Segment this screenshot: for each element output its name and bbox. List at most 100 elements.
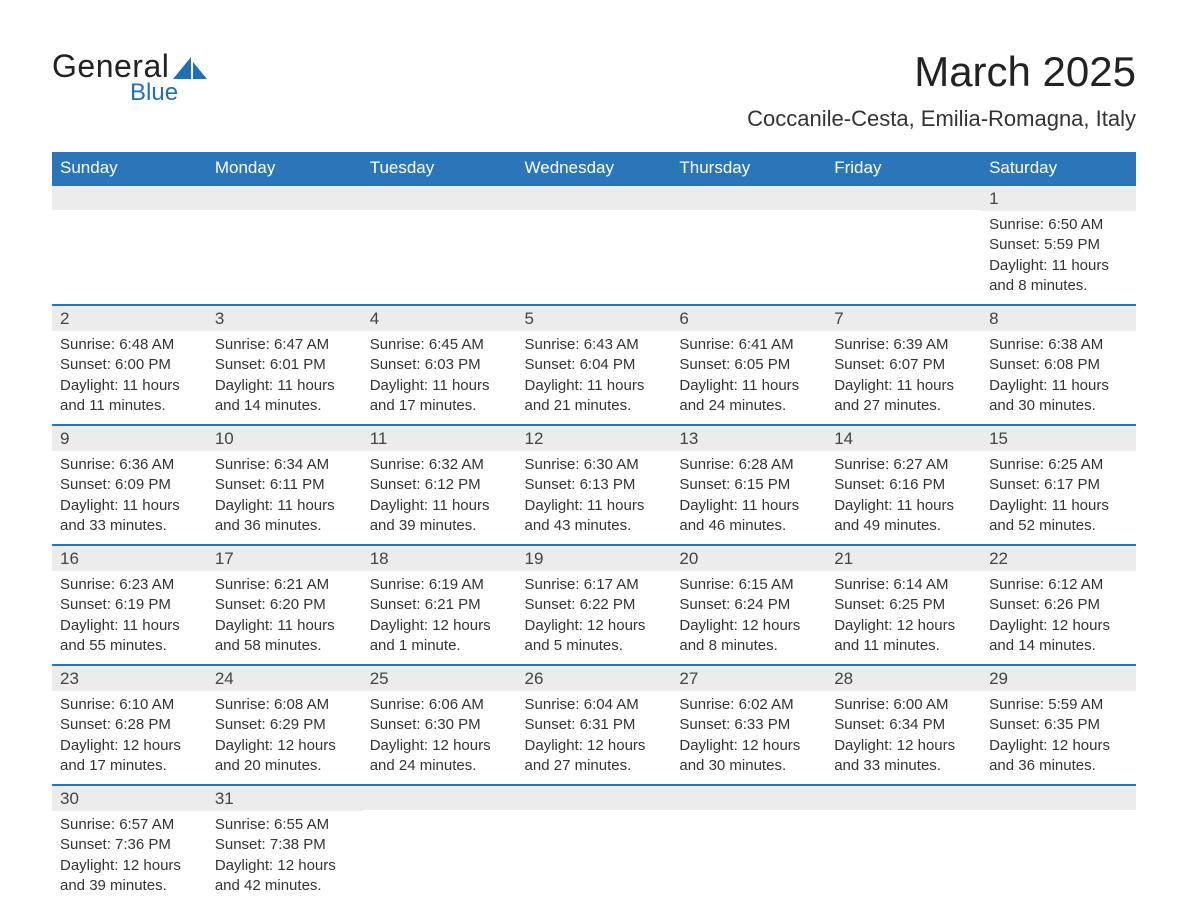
day-sunset: Sunset: 6:00 PM bbox=[60, 355, 199, 375]
day-details bbox=[671, 210, 826, 230]
day-details: Sunrise: 6:06 AMSunset: 6:30 PMDaylight:… bbox=[362, 691, 517, 784]
day-details: Sunrise: 6:30 AMSunset: 6:13 PMDaylight:… bbox=[517, 451, 672, 544]
calendar-day-cell: 20Sunrise: 6:15 AMSunset: 6:24 PMDayligh… bbox=[671, 545, 826, 665]
day-sunset: Sunset: 6:16 PM bbox=[834, 475, 973, 495]
calendar-day-cell: 28Sunrise: 6:00 AMSunset: 6:34 PMDayligh… bbox=[826, 665, 981, 785]
calendar-day-cell: 4Sunrise: 6:45 AMSunset: 6:03 PMDaylight… bbox=[362, 305, 517, 425]
calendar-day-cell bbox=[826, 185, 981, 305]
calendar-week-row: 16Sunrise: 6:23 AMSunset: 6:19 PMDayligh… bbox=[52, 545, 1136, 665]
day-details: Sunrise: 6:02 AMSunset: 6:33 PMDaylight:… bbox=[671, 691, 826, 784]
calendar-day-cell: 14Sunrise: 6:27 AMSunset: 6:16 PMDayligh… bbox=[826, 425, 981, 545]
calendar-day-cell: 15Sunrise: 6:25 AMSunset: 6:17 PMDayligh… bbox=[981, 425, 1136, 545]
day-details: Sunrise: 5:59 AMSunset: 6:35 PMDaylight:… bbox=[981, 691, 1136, 784]
day-number bbox=[517, 786, 672, 810]
day-sunset: Sunset: 6:21 PM bbox=[370, 595, 509, 615]
calendar-day-cell bbox=[826, 785, 981, 904]
calendar-day-cell: 17Sunrise: 6:21 AMSunset: 6:20 PMDayligh… bbox=[207, 545, 362, 665]
day-daylight: Daylight: 12 hours and 27 minutes. bbox=[525, 736, 664, 777]
day-details: Sunrise: 6:21 AMSunset: 6:20 PMDaylight:… bbox=[207, 571, 362, 664]
day-number: 11 bbox=[362, 426, 517, 451]
day-daylight: Daylight: 11 hours and 30 minutes. bbox=[989, 376, 1128, 417]
day-sunrise: Sunrise: 6:57 AM bbox=[60, 815, 199, 835]
header-bar: General Blue March 2025 Coccanile-Cesta,… bbox=[52, 48, 1136, 132]
day-sunset: Sunset: 6:13 PM bbox=[525, 475, 664, 495]
day-details: Sunrise: 6:38 AMSunset: 6:08 PMDaylight:… bbox=[981, 331, 1136, 424]
calendar-day-cell bbox=[981, 785, 1136, 904]
day-daylight: Daylight: 12 hours and 8 minutes. bbox=[679, 616, 818, 657]
day-sunrise: Sunrise: 6:19 AM bbox=[370, 575, 509, 595]
day-number: 5 bbox=[517, 306, 672, 331]
weekday-header: Thursday bbox=[671, 152, 826, 185]
day-daylight: Daylight: 11 hours and 33 minutes. bbox=[60, 496, 199, 537]
day-daylight: Daylight: 12 hours and 42 minutes. bbox=[215, 856, 354, 897]
day-details: Sunrise: 6:19 AMSunset: 6:21 PMDaylight:… bbox=[362, 571, 517, 664]
calendar-day-cell bbox=[362, 785, 517, 904]
day-details: Sunrise: 6:47 AMSunset: 6:01 PMDaylight:… bbox=[207, 331, 362, 424]
day-number: 24 bbox=[207, 666, 362, 691]
month-title: March 2025 bbox=[747, 48, 1136, 96]
day-number: 6 bbox=[671, 306, 826, 331]
day-details bbox=[517, 810, 672, 830]
day-sunrise: Sunrise: 6:14 AM bbox=[834, 575, 973, 595]
day-number: 2 bbox=[52, 306, 207, 331]
calendar-day-cell: 24Sunrise: 6:08 AMSunset: 6:29 PMDayligh… bbox=[207, 665, 362, 785]
day-number: 18 bbox=[362, 546, 517, 571]
day-sunset: Sunset: 6:20 PM bbox=[215, 595, 354, 615]
calendar-day-cell: 19Sunrise: 6:17 AMSunset: 6:22 PMDayligh… bbox=[517, 545, 672, 665]
calendar-day-cell bbox=[362, 185, 517, 305]
day-details: Sunrise: 6:45 AMSunset: 6:03 PMDaylight:… bbox=[362, 331, 517, 424]
day-daylight: Daylight: 12 hours and 33 minutes. bbox=[834, 736, 973, 777]
day-number: 14 bbox=[826, 426, 981, 451]
day-number: 3 bbox=[207, 306, 362, 331]
calendar-day-cell bbox=[52, 185, 207, 305]
weekday-header: Sunday bbox=[52, 152, 207, 185]
day-details: Sunrise: 6:08 AMSunset: 6:29 PMDaylight:… bbox=[207, 691, 362, 784]
calendar-day-cell: 1Sunrise: 6:50 AMSunset: 5:59 PMDaylight… bbox=[981, 185, 1136, 305]
day-details bbox=[981, 810, 1136, 830]
day-number: 28 bbox=[826, 666, 981, 691]
day-sunset: Sunset: 6:09 PM bbox=[60, 475, 199, 495]
day-sunset: Sunset: 7:38 PM bbox=[215, 835, 354, 855]
day-sunrise: Sunrise: 6:00 AM bbox=[834, 695, 973, 715]
day-details: Sunrise: 6:00 AMSunset: 6:34 PMDaylight:… bbox=[826, 691, 981, 784]
day-sunset: Sunset: 6:04 PM bbox=[525, 355, 664, 375]
day-details bbox=[52, 210, 207, 230]
day-sunset: Sunset: 6:08 PM bbox=[989, 355, 1128, 375]
day-sunset: Sunset: 6:24 PM bbox=[679, 595, 818, 615]
calendar-day-cell: 11Sunrise: 6:32 AMSunset: 6:12 PMDayligh… bbox=[362, 425, 517, 545]
day-sunset: Sunset: 6:25 PM bbox=[834, 595, 973, 615]
weekday-header: Friday bbox=[826, 152, 981, 185]
calendar-day-cell: 30Sunrise: 6:57 AMSunset: 7:36 PMDayligh… bbox=[52, 785, 207, 904]
weekday-header-row: Sunday Monday Tuesday Wednesday Thursday… bbox=[52, 152, 1136, 185]
weekday-header: Tuesday bbox=[362, 152, 517, 185]
calendar-day-cell bbox=[207, 185, 362, 305]
logo-triangle-icon bbox=[173, 57, 207, 84]
day-details: Sunrise: 6:17 AMSunset: 6:22 PMDaylight:… bbox=[517, 571, 672, 664]
day-details: Sunrise: 6:55 AMSunset: 7:38 PMDaylight:… bbox=[207, 811, 362, 904]
day-sunrise: Sunrise: 6:23 AM bbox=[60, 575, 199, 595]
calendar-week-row: 9Sunrise: 6:36 AMSunset: 6:09 PMDaylight… bbox=[52, 425, 1136, 545]
day-sunrise: Sunrise: 6:21 AM bbox=[215, 575, 354, 595]
day-daylight: Daylight: 12 hours and 1 minute. bbox=[370, 616, 509, 657]
day-number: 19 bbox=[517, 546, 672, 571]
day-sunset: Sunset: 6:30 PM bbox=[370, 715, 509, 735]
day-daylight: Daylight: 11 hours and 24 minutes. bbox=[679, 376, 818, 417]
day-sunrise: Sunrise: 6:50 AM bbox=[989, 215, 1128, 235]
day-details: Sunrise: 6:23 AMSunset: 6:19 PMDaylight:… bbox=[52, 571, 207, 664]
day-daylight: Daylight: 11 hours and 14 minutes. bbox=[215, 376, 354, 417]
location-label: Coccanile-Cesta, Emilia-Romagna, Italy bbox=[747, 106, 1136, 132]
day-details bbox=[826, 810, 981, 830]
day-details: Sunrise: 6:43 AMSunset: 6:04 PMDaylight:… bbox=[517, 331, 672, 424]
day-daylight: Daylight: 12 hours and 5 minutes. bbox=[525, 616, 664, 657]
calendar-day-cell: 6Sunrise: 6:41 AMSunset: 6:05 PMDaylight… bbox=[671, 305, 826, 425]
calendar-week-row: 1Sunrise: 6:50 AMSunset: 5:59 PMDaylight… bbox=[52, 185, 1136, 305]
day-number: 9 bbox=[52, 426, 207, 451]
day-sunrise: Sunrise: 6:34 AM bbox=[215, 455, 354, 475]
day-details bbox=[826, 210, 981, 230]
day-daylight: Daylight: 11 hours and 36 minutes. bbox=[215, 496, 354, 537]
calendar-week-row: 23Sunrise: 6:10 AMSunset: 6:28 PMDayligh… bbox=[52, 665, 1136, 785]
day-daylight: Daylight: 11 hours and 27 minutes. bbox=[834, 376, 973, 417]
day-sunrise: Sunrise: 6:39 AM bbox=[834, 335, 973, 355]
calendar-day-cell: 12Sunrise: 6:30 AMSunset: 6:13 PMDayligh… bbox=[517, 425, 672, 545]
day-sunrise: Sunrise: 6:15 AM bbox=[679, 575, 818, 595]
